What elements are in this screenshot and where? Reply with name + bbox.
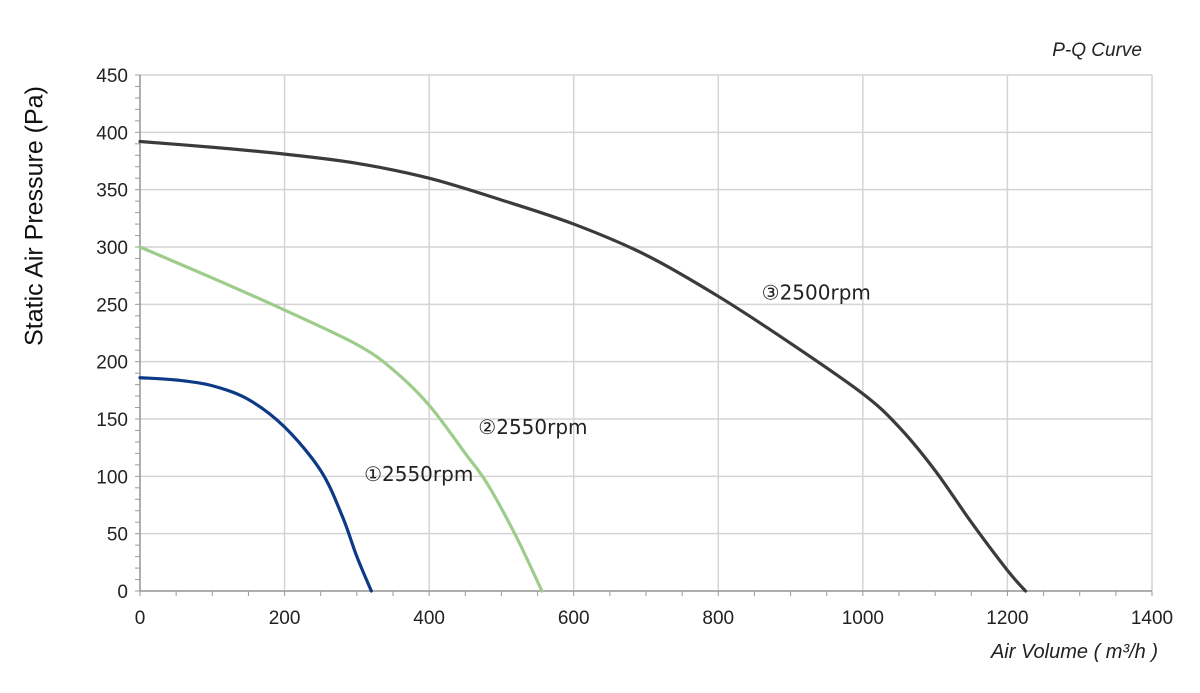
y-tick-label: 300 — [96, 238, 128, 259]
y-tick-label: 0 — [117, 582, 128, 603]
x-tick-label: 1400 — [1131, 608, 1173, 629]
series-line-2 — [138, 245, 544, 593]
y-tick-label: 200 — [96, 353, 128, 374]
y-tick-label: 50 — [107, 525, 128, 546]
y-tick-label: 100 — [96, 467, 128, 488]
y-tick-label: 400 — [96, 123, 128, 144]
x-tick-label: 1200 — [986, 608, 1028, 629]
series-label-3: ③2500rpm — [762, 281, 871, 305]
y-tick-label: 450 — [96, 66, 128, 87]
series-line-1 — [138, 376, 373, 593]
x-tick-label: 0 — [135, 608, 146, 629]
x-tick-label: 1000 — [842, 608, 884, 629]
x-tick-label: 600 — [558, 608, 590, 629]
y-tick-label: 150 — [96, 410, 128, 431]
series-label-2: ②2550rpm — [478, 415, 587, 439]
y-tick-label: 350 — [96, 181, 128, 202]
x-axis-label: Air Volume ( m³/h ) — [990, 641, 1158, 663]
x-tick-label: 200 — [269, 608, 301, 629]
x-tick-label: 800 — [702, 608, 734, 629]
chart-title: P-Q Curve — [1052, 40, 1142, 61]
y-tick-label: 250 — [96, 295, 128, 316]
x-tick-label: 400 — [413, 608, 445, 629]
series-line-3 — [138, 139, 1028, 593]
series-label-1: ①2550rpm — [364, 462, 473, 486]
